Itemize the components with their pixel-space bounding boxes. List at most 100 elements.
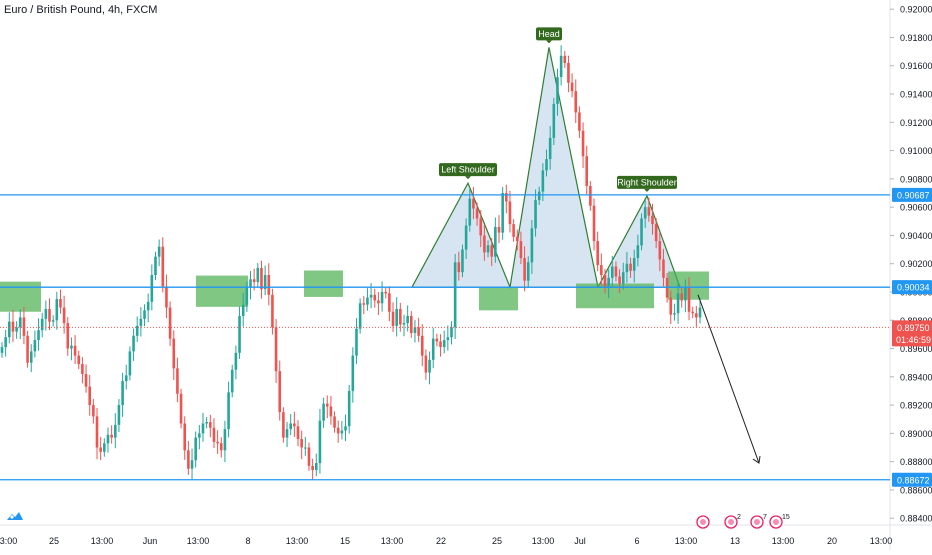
- projection-arrow-head-icon: [752, 455, 761, 464]
- time-axis[interactable]: 13:00 25 13:00 Jun 13:00 8 13:00 15 13:00 22 25 13:…: [0, 536, 892, 546]
- price-axis[interactable]: 0.92000 0.91800 0.91600 0.91400 0.91200 0.910…: [890, 5, 932, 524]
- candle-body: [621, 272, 625, 284]
- candle-body: [260, 267, 263, 290]
- price-tick-label: 0.88400: [900, 514, 932, 524]
- event-flag-dot: [728, 519, 734, 525]
- price-tick-label: 0.89600: [900, 344, 932, 354]
- annotation-pointer: [644, 188, 650, 192]
- pattern-outline: [411, 47, 681, 290]
- tradingview-logo-icon[interactable]: [6, 510, 24, 522]
- candle-body: [113, 424, 117, 438]
- candle-body: [537, 191, 541, 201]
- candle-body: [99, 447, 102, 452]
- candle-body: [318, 420, 322, 464]
- candle-body: [183, 423, 187, 451]
- candle-body: [351, 355, 355, 391]
- candle-body: [110, 434, 113, 438]
- candle-body: [18, 317, 22, 328]
- candle-body: [618, 276, 621, 284]
- price-line-label: 0.90034: [897, 283, 930, 293]
- candle-body: [263, 275, 267, 290]
- zone-rectangle[interactable]: [479, 287, 518, 311]
- candle-body: [406, 316, 409, 324]
- candle-body: [132, 335, 135, 352]
- candle-body: [450, 327, 453, 338]
- time-tick-label: 13:00: [187, 536, 210, 546]
- candle-body: [442, 340, 446, 348]
- candle-body: [512, 224, 515, 237]
- candle-body: [150, 275, 154, 302]
- candle-body: [684, 287, 687, 301]
- time-tick-label: 22: [436, 536, 446, 546]
- candle-body: [676, 293, 680, 314]
- candle-body: [241, 304, 245, 317]
- event-flag-dot: [773, 519, 779, 525]
- candle-body: [402, 323, 406, 325]
- candle-body: [399, 308, 402, 325]
- candle-body: [680, 293, 684, 301]
- time-tick-label: 8: [245, 536, 250, 546]
- candle-body: [146, 301, 150, 311]
- candle-body: [687, 287, 691, 312]
- candle-body: [322, 403, 325, 421]
- candle-body: [486, 245, 490, 253]
- candle-body: [271, 294, 274, 328]
- time-tick-label: 25: [49, 536, 59, 546]
- zone-rectangle[interactable]: [196, 275, 248, 307]
- candle-body: [483, 235, 486, 253]
- candle-body: [567, 62, 570, 83]
- candle-body: [461, 249, 464, 273]
- candle-body: [468, 198, 472, 226]
- time-tick-label: 25: [492, 536, 502, 546]
- candle-body: [15, 327, 18, 332]
- candle-body: [380, 291, 384, 304]
- candle-body: [245, 287, 249, 305]
- event-count-label: 7: [763, 514, 767, 521]
- candle-body: [92, 405, 95, 417]
- candle-body: [596, 241, 599, 266]
- candle-body: [556, 77, 559, 104]
- candle-body: [256, 267, 260, 283]
- annotation-pointer: [465, 176, 471, 180]
- annotation-label-box[interactable]: [439, 163, 497, 177]
- candle-body: [40, 318, 44, 331]
- price-tick-label: 0.89000: [900, 429, 932, 439]
- candle-body: [523, 258, 526, 281]
- candle-body: [139, 318, 143, 326]
- time-tick-label: 13:00: [870, 536, 893, 546]
- time-tick-label: 13: [730, 536, 740, 546]
- candle-body: [654, 224, 658, 242]
- candle-body: [344, 426, 347, 431]
- price-tick-label: 0.90600: [900, 203, 932, 213]
- candle-body: [55, 299, 59, 321]
- candle-body: [673, 313, 676, 315]
- candle-body: [296, 426, 300, 440]
- candle-body: [187, 450, 190, 469]
- candle-body: [121, 381, 124, 406]
- time-tick-label: 13:00: [772, 536, 795, 546]
- candle-body: [267, 275, 271, 295]
- time-tick-label: 13:00: [532, 536, 555, 546]
- candle-body: [640, 218, 643, 246]
- projection-arrow-line[interactable]: [697, 294, 760, 464]
- annotation-label-box[interactable]: [536, 27, 562, 41]
- candle-body: [508, 201, 512, 225]
- price-tick-label: 0.92000: [900, 5, 932, 15]
- annotation-label-box[interactable]: [617, 175, 677, 189]
- candle-body: [629, 263, 632, 271]
- candle-body: [77, 355, 81, 365]
- price-tick-label: 0.91800: [900, 33, 932, 43]
- zone-rectangle[interactable]: [0, 281, 41, 312]
- zone-rectangle[interactable]: [304, 270, 343, 297]
- candle-body: [581, 130, 585, 157]
- candle-body: [534, 200, 537, 229]
- candle-body: [172, 338, 176, 369]
- time-tick-label: 13:00: [286, 536, 309, 546]
- annotation-pointer: [546, 40, 552, 44]
- pattern-annotations[interactable]: Left Shoulder Head Right Shoulder: [439, 27, 677, 192]
- candle-body: [48, 308, 51, 322]
- horizontal-lines[interactable]: 0.90687 0.90034 0.88672: [0, 187, 932, 487]
- economic-events[interactable]: 2 7 15: [696, 514, 790, 529]
